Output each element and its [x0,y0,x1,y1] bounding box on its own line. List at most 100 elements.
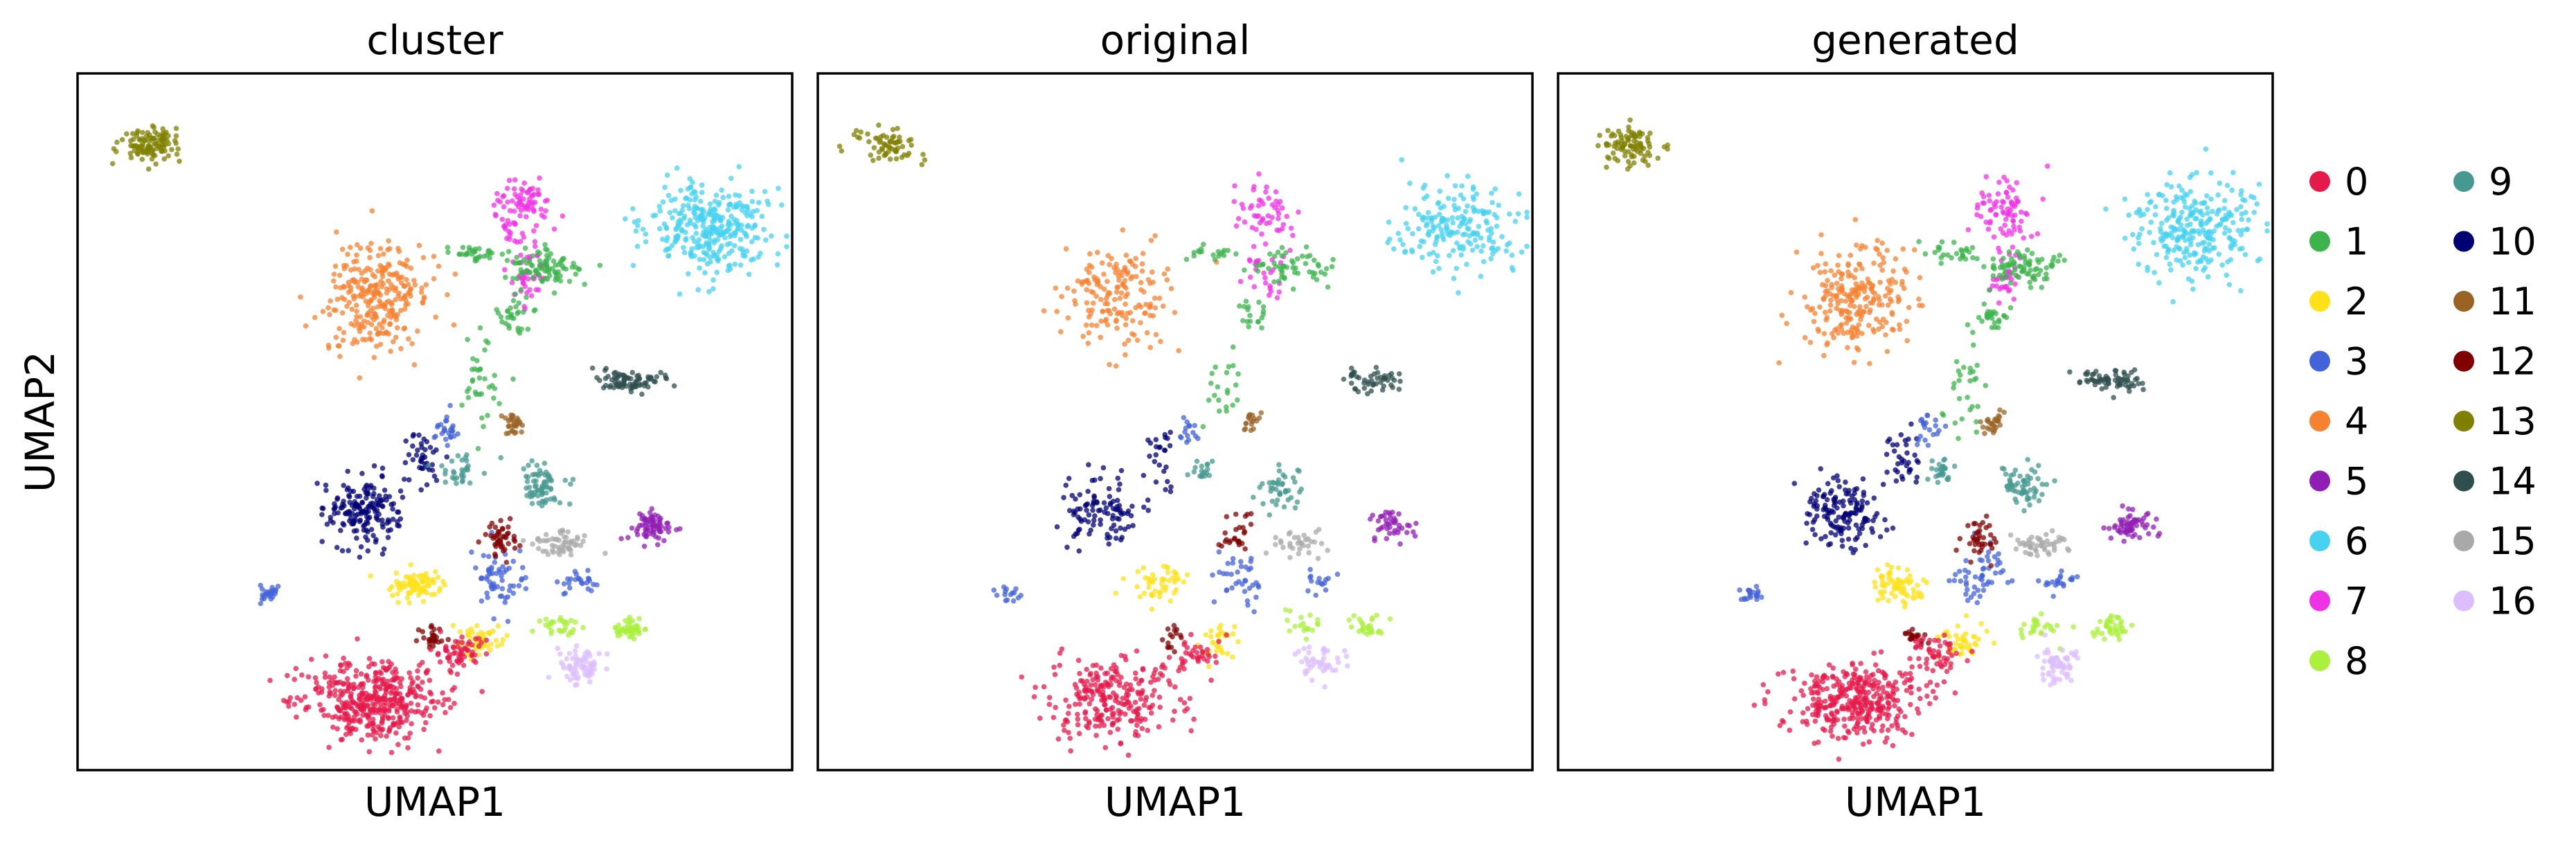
scatter-point [2140,380,2145,386]
scatter-point [1037,715,1043,721]
scatter-point [1515,211,1521,217]
scatter-point [1107,729,1113,735]
scatter-point [517,196,523,202]
scatter-point [1210,640,1216,645]
scatter-point [1086,512,1092,518]
scatter-point [1627,117,1633,123]
scatter-point [528,293,535,298]
scatter-point [1346,617,1352,623]
scatter-point [1845,345,1850,350]
scatter-point [502,267,508,273]
scatter-point [1647,152,1653,159]
scatter-point [1114,497,1120,503]
scatter-point [454,671,460,677]
scatter-point [1204,470,1210,476]
scatter-point [507,221,512,227]
scatter-point [1157,444,1163,450]
scatter-point [1458,252,1464,258]
scatter-point [656,528,663,535]
scatter-point [348,695,354,702]
scatter-point [477,325,483,331]
scatter-point [1444,225,1450,231]
scatter-point [529,458,535,464]
scatter-point [1970,255,1976,261]
scatter-point [689,246,695,252]
scatter-point [1085,341,1091,346]
scatter-point [478,598,485,604]
scatter-point [1104,322,1111,328]
scatter-point [1904,269,1909,275]
scatter-point [109,161,116,167]
scatter-point [357,375,363,381]
scatter-point [388,282,394,287]
scatter-point [2184,249,2190,254]
scatter-point [1474,191,1480,197]
scatter-point [413,452,420,458]
scatter-point [393,335,399,340]
scatter-point [1141,702,1147,708]
scatter-point [447,402,453,409]
scatter-point [1622,153,1628,159]
scatter-point [1098,335,1103,340]
scatter-point [499,641,505,647]
scatter-point [1490,239,1496,245]
scatter-point [886,149,891,154]
scatter-point [2113,368,2119,374]
scatter-point [762,188,768,195]
scatter-point [1871,260,1877,266]
scatter-point [1152,305,1159,311]
scatter-point [451,645,456,651]
scatter-point [2016,274,2022,280]
scatter-point [736,163,742,170]
scatter-point [503,415,508,421]
scatter-point [517,260,523,266]
scatter-point [2106,377,2111,382]
scatter-point [1822,269,1828,275]
scatter-point [1273,486,1279,492]
scatter-point [740,249,746,256]
scatter-point [1273,542,1278,548]
scatter-point [1152,688,1157,693]
scatter-point [2230,220,2236,226]
scatter-point [1854,326,1860,332]
scatter-point [1296,535,1301,540]
scatter-point [1834,280,1840,286]
scatter-point [1161,563,1167,569]
scatter-point [1823,261,1829,267]
scatter-point [489,520,495,526]
scatter-point [1242,578,1248,583]
scatter-point [444,414,449,420]
scatter-point [1156,295,1163,301]
scatter-point [129,131,136,136]
scatter-point [1358,619,1364,625]
scatter-point [1133,256,1138,262]
scatter-point [477,253,483,260]
scatter-point [411,278,417,283]
scatter-point [542,268,548,274]
scatter-point [363,298,369,304]
scatter-point [316,690,321,696]
scatter-point [443,643,449,650]
scatter-point [402,306,408,312]
scatter-point [1082,517,1088,523]
scatter-point [1810,265,1816,271]
scatter-point [373,326,379,332]
scatter-point [363,534,368,540]
scatter-point [501,569,507,575]
scatter-point [1138,304,1144,310]
scatter-point [420,629,425,634]
scatter-point [372,311,378,316]
scatter-point [1267,220,1273,226]
scatter-point [469,642,475,648]
scatter-point [656,204,663,209]
scatter-point [1115,475,1121,481]
scatter-point [1483,218,1489,224]
scatter-point [1260,501,1266,507]
scatter-point [532,472,538,477]
scatter-point [1114,717,1120,723]
scatter-point [1128,276,1134,282]
scatter-point [1108,666,1114,672]
scatter-point [1147,280,1153,286]
scatter-point [1835,301,1841,307]
scatter-point [1632,132,1638,138]
